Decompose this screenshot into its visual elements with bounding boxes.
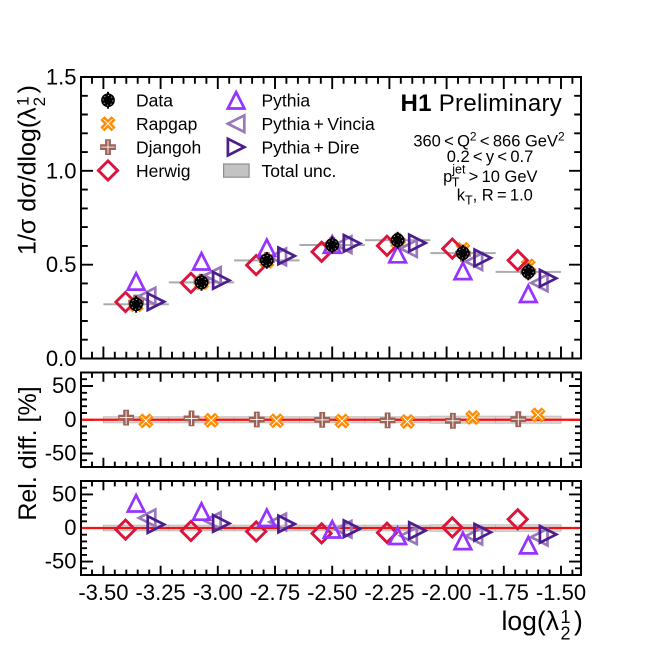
svg-text:0.5: 0.5	[46, 252, 77, 277]
svg-text:-2.75: -2.75	[250, 580, 300, 605]
svg-text:0.0: 0.0	[46, 346, 77, 371]
svg-text:-50: -50	[45, 549, 77, 574]
svg-text:-3.50: -3.50	[78, 580, 128, 605]
svg-text:kT, R = 1.0: kT, R = 1.0	[457, 187, 533, 208]
svg-text:Data: Data	[136, 91, 173, 111]
svg-text:-1.75: -1.75	[479, 580, 529, 605]
svg-text:0: 0	[64, 515, 76, 540]
svg-text:50: 50	[52, 373, 76, 398]
svg-text:Herwig: Herwig	[136, 161, 190, 181]
svg-text:Djangoh: Djangoh	[136, 137, 201, 157]
svg-text:Pythia + Dire: Pythia + Dire	[262, 137, 360, 157]
svg-text:50: 50	[52, 481, 76, 506]
svg-text:-1.50: -1.50	[536, 580, 586, 605]
svg-text:1.5: 1.5	[46, 65, 77, 90]
svg-text:-50: -50	[45, 441, 77, 466]
svg-text:-2.00: -2.00	[422, 580, 472, 605]
svg-text:Pythia + Vincia: Pythia + Vincia	[262, 114, 375, 134]
svg-text:-2.50: -2.50	[307, 580, 357, 605]
svg-text:H1 Preliminary: H1 Preliminary	[401, 90, 563, 117]
svg-text:-3.00: -3.00	[193, 580, 243, 605]
svg-text:Rel. diff. [%]: Rel. diff. [%]	[14, 386, 42, 520]
svg-text:0.2 < y < 0.7: 0.2 < y < 0.7	[447, 148, 534, 166]
svg-text:-3.25: -3.25	[136, 580, 186, 605]
svg-text:Rapgap: Rapgap	[136, 114, 197, 134]
svg-text:360 < Q2 < 866 GeV2: 360 < Q2 < 866 GeV2	[413, 129, 565, 150]
svg-text:0: 0	[64, 407, 76, 432]
svg-text:1.0: 1.0	[46, 158, 77, 183]
svg-text:-2.25: -2.25	[364, 580, 414, 605]
svg-text:Total unc.: Total unc.	[262, 161, 337, 181]
svg-text:Pythia: Pythia	[262, 91, 311, 111]
